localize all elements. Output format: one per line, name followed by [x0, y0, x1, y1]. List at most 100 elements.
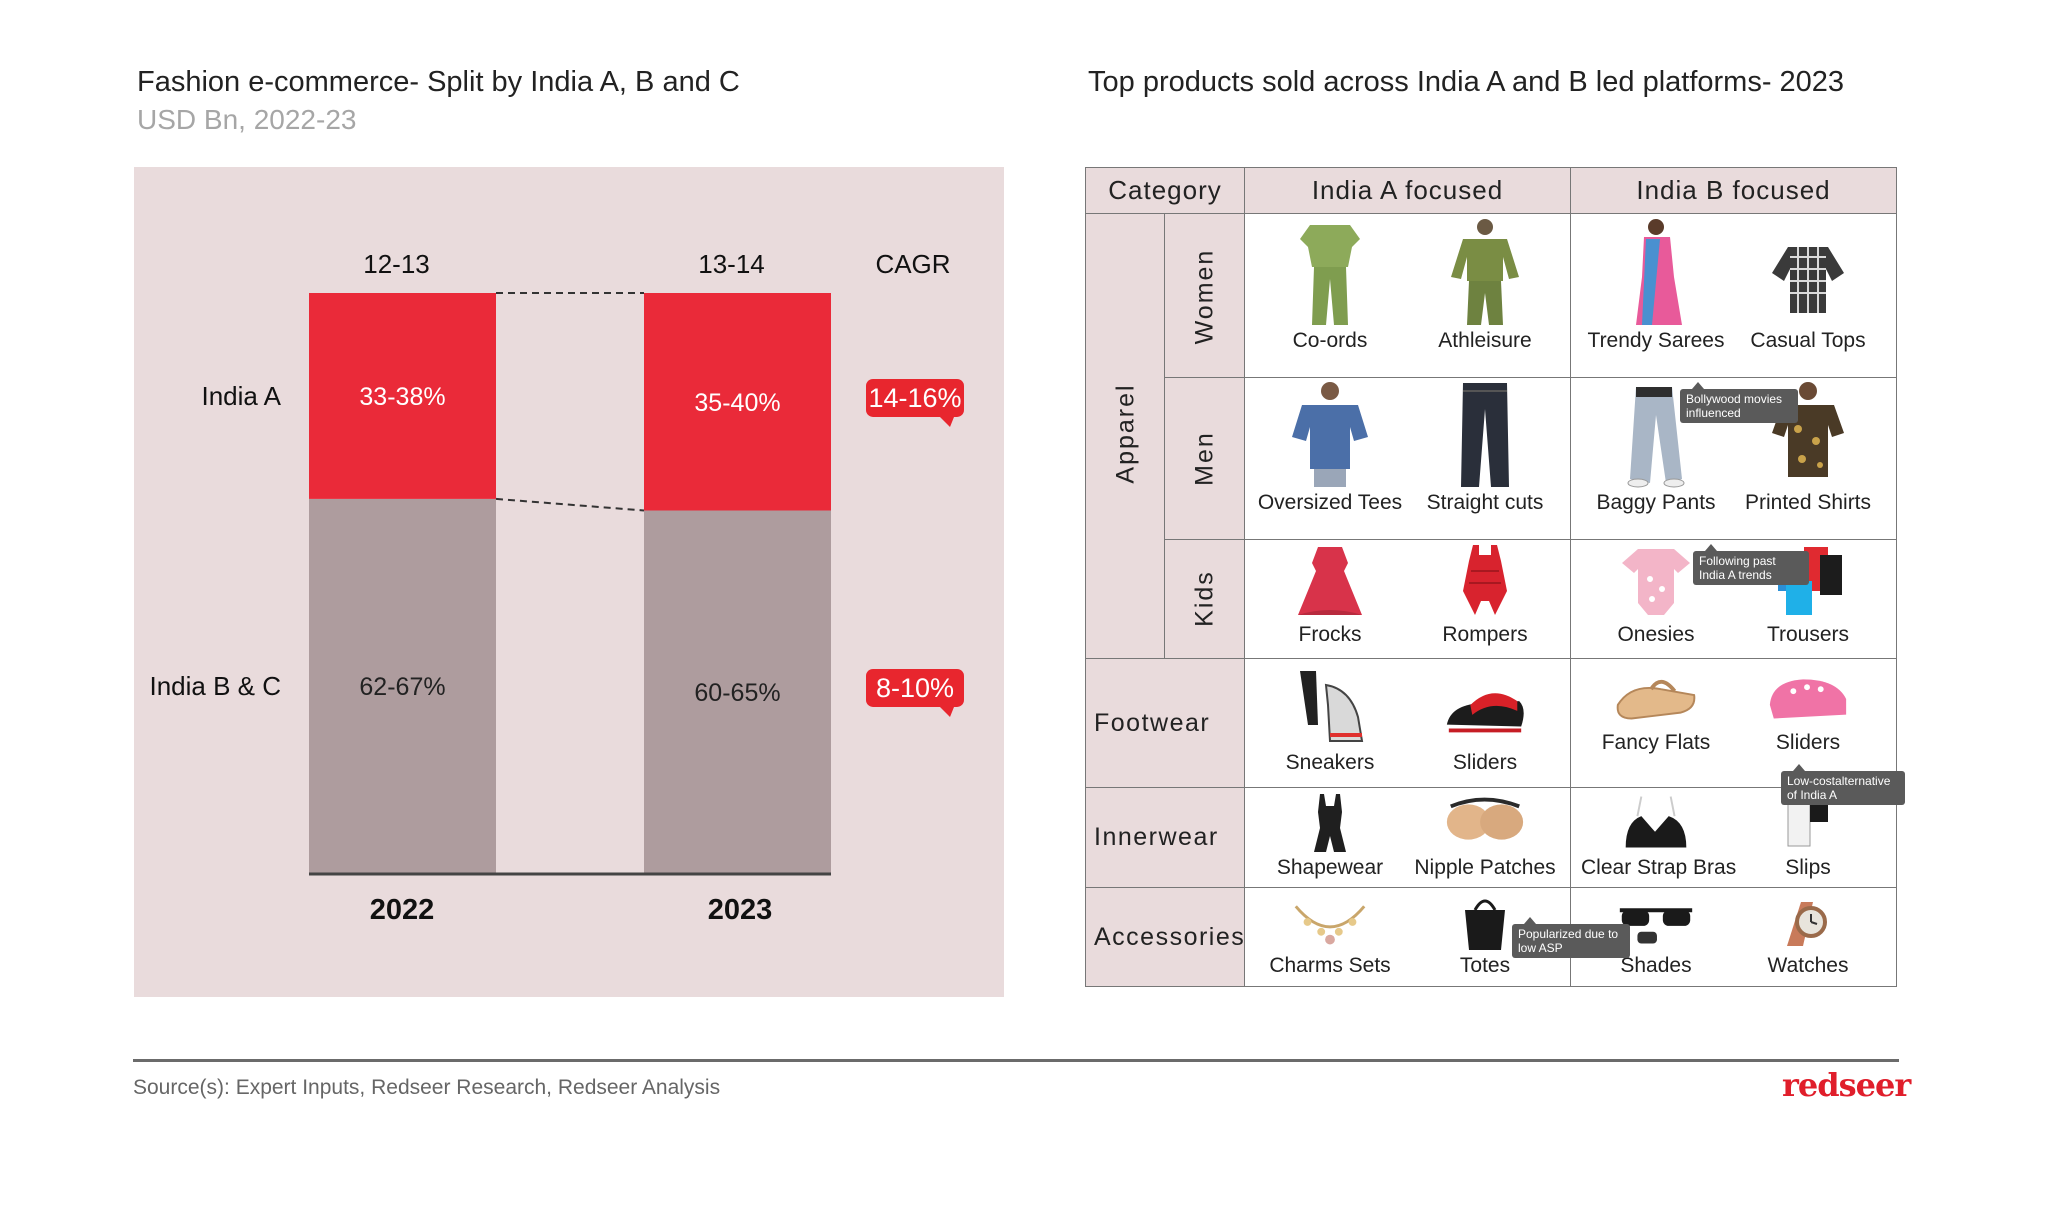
frock-icon	[1298, 547, 1362, 615]
bar-label: 60-65%	[694, 679, 780, 707]
header-india-a: India A focused	[1244, 167, 1571, 214]
header-category: Category	[1085, 167, 1245, 214]
series-label: India B & C	[149, 671, 281, 701]
product-name: Trendy Sarees	[1587, 329, 1725, 352]
bar-label: 35-40%	[694, 389, 780, 417]
bar-total: 12-13	[363, 249, 430, 279]
oversized-tee-icon	[1292, 382, 1368, 487]
product-name: Baggy Pants	[1596, 491, 1716, 514]
source-note: Source(s): Expert Inputs, Redseer Resear…	[133, 1076, 721, 1099]
product-coords: Co-ords	[1255, 217, 1405, 353]
group-apparel: Apparel	[1085, 213, 1165, 659]
product-baggy-pants: Baggy Pants	[1581, 379, 1731, 515]
product-shades: Shades	[1581, 892, 1731, 978]
onesie-icon	[1622, 549, 1690, 615]
men-label: Men	[1190, 431, 1219, 486]
group-kids: Kids	[1164, 539, 1245, 659]
straight-jeans-icon	[1461, 383, 1509, 487]
product-charms-sets: Charms Sets	[1255, 892, 1405, 978]
product-name: Sliders	[1775, 731, 1841, 754]
cagr-badge	[866, 378, 964, 417]
apparel-label: Apparel	[1111, 383, 1140, 484]
product-name: Printed Shirts	[1744, 491, 1872, 514]
product-name: Straight cuts	[1426, 491, 1544, 514]
product-sneakers: Sneakers	[1255, 665, 1405, 775]
cagr-value: 8-10%	[876, 673, 954, 703]
product-name: Rompers	[1442, 623, 1528, 646]
bar-2023-india-a	[644, 293, 831, 511]
shapewear-icon	[1314, 794, 1346, 852]
table-title: Top products sold across India A and B l…	[1088, 66, 1845, 98]
kids-label: Kids	[1190, 570, 1219, 627]
bar-label: 62-67%	[359, 673, 445, 701]
bra-icon	[1625, 796, 1687, 848]
romper-icon	[1463, 545, 1507, 615]
slider-icon	[1446, 693, 1524, 733]
brand-logo: redseer	[1782, 1066, 1911, 1104]
product-sliders-b: Sliders	[1733, 665, 1883, 755]
product-name: Sneakers	[1285, 751, 1375, 774]
casual-top-icon	[1772, 247, 1844, 313]
product-name: Sliders	[1452, 751, 1518, 774]
product-straight-cuts: Straight cuts	[1410, 379, 1560, 515]
footer-divider	[133, 1059, 1899, 1062]
cell-kids-a	[1244, 539, 1571, 659]
group-men: Men	[1164, 377, 1245, 540]
cagr-header: CAGR	[875, 249, 950, 279]
product-shapewear: Shapewear	[1255, 792, 1405, 880]
fancy-flat-icon	[1616, 679, 1696, 720]
product-name: Shapewear	[1276, 856, 1384, 879]
product-name: Fancy Flats	[1601, 731, 1711, 754]
cell-men-a	[1244, 377, 1571, 540]
series-label: India A	[201, 381, 281, 411]
group-accessories: Accessories	[1085, 887, 1245, 987]
cell-women-a	[1244, 213, 1571, 378]
coords-icon	[1300, 225, 1360, 325]
product-name: Charms Sets	[1269, 954, 1391, 977]
charm-bracelet-icon	[1294, 905, 1366, 945]
women-label: Women	[1190, 248, 1219, 345]
product-slips: Slips	[1733, 792, 1883, 880]
product-nipple-patches: Nipple Patches	[1410, 792, 1560, 880]
callout-low-asp: Popularized due to low ASP	[1512, 917, 1630, 958]
product-rompers: Rompers	[1410, 541, 1560, 647]
product-athleisure: Athleisure	[1410, 217, 1560, 353]
nipple-patch-icon	[1446, 797, 1524, 840]
product-sliders-a: Sliders	[1410, 665, 1560, 775]
callout-past-trends: Following past India A trends	[1693, 544, 1809, 585]
product-name: Athleisure	[1438, 329, 1532, 352]
product-name: Clear Strap Bras	[1581, 856, 1737, 879]
chart-subtitle: USD Bn, 2022-23	[137, 104, 357, 135]
x-tick-label: 2023	[708, 894, 773, 926]
bar-2022-india-a	[309, 293, 496, 499]
clog-icon	[1769, 679, 1847, 719]
athleisure-icon	[1451, 219, 1519, 325]
group-footwear: Footwear	[1085, 658, 1245, 788]
cagr-badge-tail	[940, 416, 954, 427]
cell-footwear-b	[1570, 658, 1897, 788]
product-name: Totes	[1459, 954, 1511, 977]
group-women: Women	[1164, 213, 1245, 378]
sunglasses-icon	[1619, 908, 1693, 944]
sneaker-icon	[1300, 671, 1364, 742]
product-trendy-sarees: Trendy Sarees	[1581, 217, 1731, 353]
callout-bollywood: Bollywood movies influenced	[1680, 382, 1798, 423]
chart-panel: 62-67% 33-38% 12-13 2022 60-65% 35-40% 13-14 20…	[134, 167, 1004, 997]
bar-total: 13-14	[698, 249, 765, 279]
product-name: Casual Tops	[1750, 329, 1866, 352]
product-name: Trousers	[1766, 623, 1850, 646]
product-clear-strap-bras: Clear Strap Bras	[1581, 792, 1737, 880]
product-table: Category India A focused India B focused…	[1085, 167, 1905, 987]
cell-women-b	[1570, 213, 1897, 378]
stacked-bar-chart: 62-67% 33-38% 12-13 2022 60-65% 35-40% 13-14 20…	[149, 249, 964, 926]
product-name: Watches	[1767, 954, 1849, 977]
bar-2023-india-b-c	[644, 510, 831, 873]
cagr-badge	[866, 668, 964, 707]
bar-label: 33-38%	[359, 383, 445, 411]
callout-low-cost: Low-costalternative of India A	[1781, 764, 1905, 805]
product-casual-tops: Casual Tops	[1733, 217, 1883, 353]
header-india-b: India B focused	[1570, 167, 1897, 214]
chart-title: Fashion e-commerce- Split by India A, B …	[137, 66, 740, 98]
product-name: Oversized Tees	[1257, 491, 1403, 514]
product-watches: Watches	[1733, 892, 1883, 978]
